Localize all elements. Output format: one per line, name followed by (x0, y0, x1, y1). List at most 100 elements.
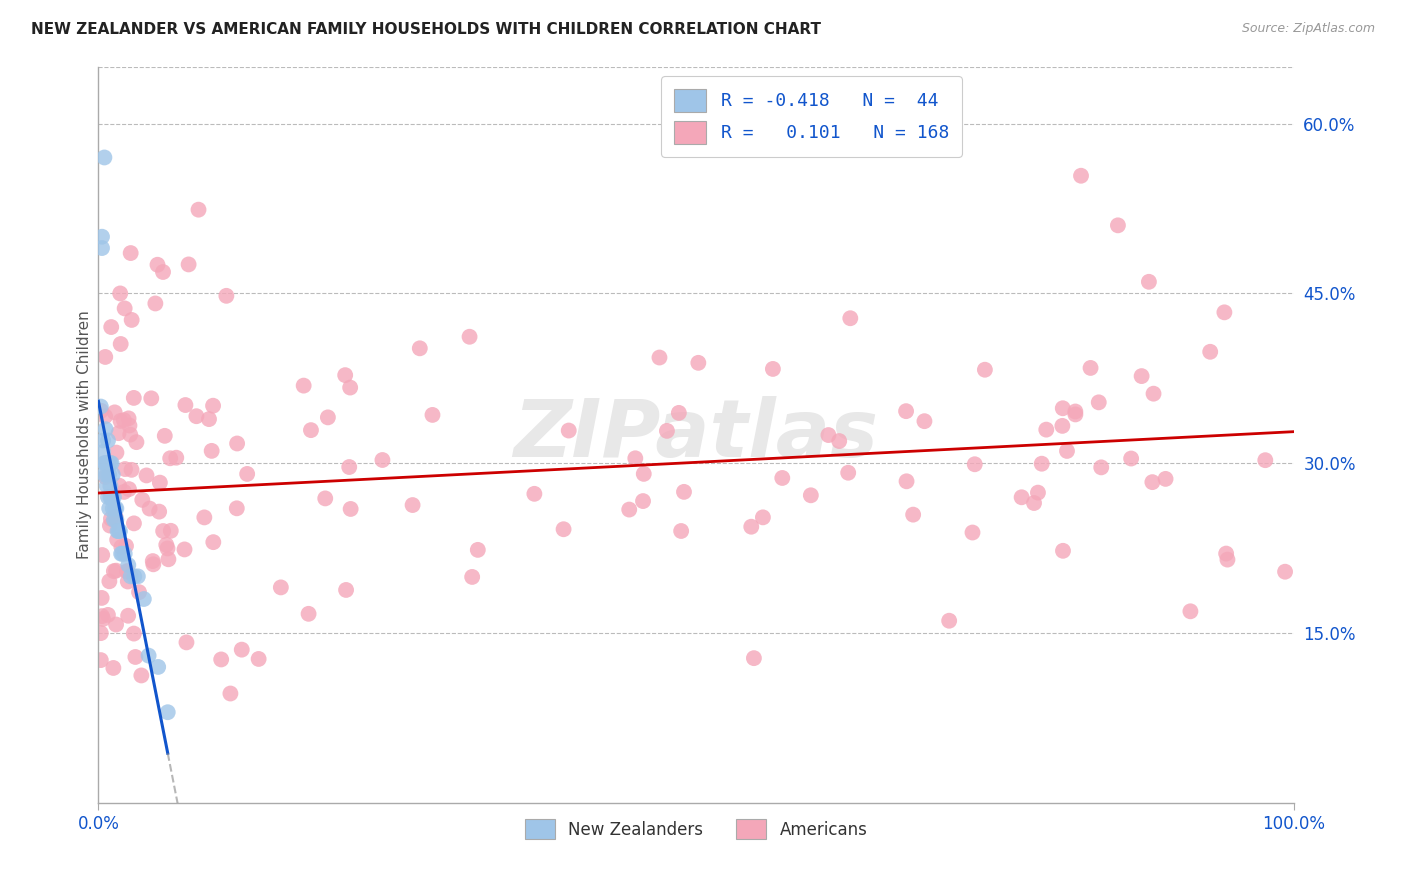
Point (122, 391, 145, 405)
Point (97, 490, 120, 504)
Point (231, 642, 253, 657)
Point (120, 427, 142, 442)
Legend: New Zealanders, Americans: New Zealanders, Americans (517, 813, 875, 846)
Point (101, 501, 124, 516)
Point (1142, 386, 1164, 401)
Point (132, 592, 155, 607)
Point (1087, 395, 1109, 409)
Point (105, 564, 128, 578)
Point (247, 652, 270, 666)
Point (91, 609, 114, 624)
Point (142, 558, 165, 572)
Point (938, 614, 960, 628)
Point (146, 258, 169, 272)
Point (339, 502, 361, 516)
Point (409, 341, 432, 355)
Point (187, 202, 209, 217)
Point (110, 540, 132, 554)
Point (156, 541, 179, 556)
Point (117, 608, 139, 623)
Point (1254, 453, 1277, 467)
Point (337, 460, 360, 475)
Point (633, 467, 655, 481)
Point (104, 501, 127, 516)
Point (817, 428, 839, 442)
Point (1052, 418, 1074, 433)
Point (152, 524, 174, 538)
Point (335, 368, 357, 383)
Point (1064, 408, 1087, 422)
Point (157, 552, 180, 566)
Point (91, 434, 114, 448)
Point (148, 505, 170, 519)
Point (648, 351, 671, 365)
Point (100, 320, 122, 334)
Point (152, 265, 174, 279)
Point (148, 660, 170, 674)
Point (94, 456, 117, 470)
Point (110, 547, 132, 561)
Point (828, 434, 851, 448)
Point (91, 445, 114, 459)
Point (655, 424, 678, 438)
Point (131, 668, 153, 682)
Point (176, 635, 198, 649)
Point (688, 356, 710, 370)
Point (96, 467, 118, 482)
Point (91, 612, 114, 626)
Point (1130, 369, 1153, 384)
Point (124, 569, 146, 583)
Point (912, 414, 935, 428)
Point (215, 289, 238, 303)
Point (422, 408, 444, 422)
Point (1026, 485, 1049, 500)
Point (103, 490, 125, 504)
Point (371, 453, 394, 467)
Point (114, 301, 136, 316)
Point (97, 456, 120, 470)
Point (631, 494, 654, 508)
Y-axis label: Family Households with Children: Family Households with Children (77, 310, 91, 559)
Point (314, 491, 336, 506)
Point (107, 426, 129, 441)
Point (142, 554, 165, 568)
Point (138, 648, 160, 663)
Point (117, 558, 139, 572)
Point (1022, 496, 1045, 510)
Point (752, 510, 775, 524)
Point (135, 468, 157, 483)
Point (111, 547, 134, 561)
Point (770, 471, 793, 485)
Point (762, 362, 785, 376)
Point (100, 512, 122, 526)
Point (90, 626, 112, 640)
Point (740, 519, 762, 533)
Point (624, 451, 647, 466)
Point (901, 508, 924, 522)
Point (1154, 472, 1177, 486)
Point (90, 400, 112, 414)
Point (1137, 275, 1160, 289)
Point (672, 484, 695, 499)
Point (458, 330, 481, 344)
Point (127, 569, 149, 583)
Point (894, 404, 917, 418)
Point (105, 501, 128, 516)
Point (1080, 360, 1102, 375)
Text: NEW ZEALANDER VS AMERICAN FAMILY HOUSEHOLDS WITH CHILDREN CORRELATION CHART: NEW ZEALANDER VS AMERICAN FAMILY HOUSEHO… (31, 22, 821, 37)
Point (94, 422, 117, 436)
Point (219, 686, 242, 700)
Point (153, 429, 176, 443)
Point (118, 418, 141, 433)
Point (112, 484, 135, 499)
Point (108, 524, 131, 538)
Point (110, 337, 132, 351)
Point (669, 524, 692, 538)
Point (121, 313, 143, 327)
Point (91, 241, 114, 255)
Point (98, 518, 121, 533)
Point (1052, 543, 1074, 558)
Point (1215, 547, 1237, 561)
Point (1216, 552, 1239, 566)
Point (108, 478, 131, 492)
